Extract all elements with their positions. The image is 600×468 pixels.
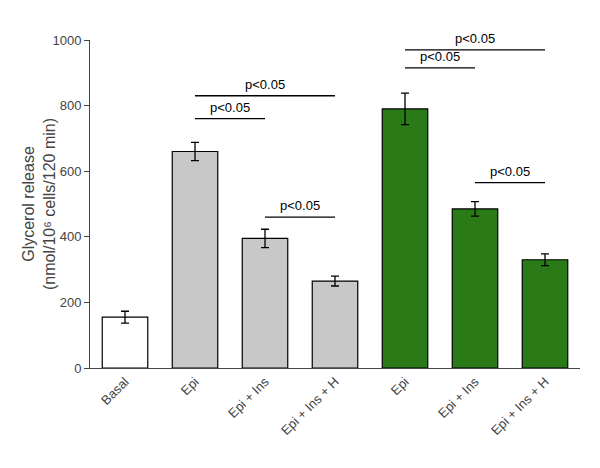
svg-text:200: 200	[60, 295, 82, 310]
svg-text:Glycerol release(nmol/10⁶ cell: Glycerol release(nmol/10⁶ cells/120 min)	[20, 118, 58, 290]
svg-text:Epi + Ins: Epi + Ins	[435, 374, 482, 421]
svg-text:p<0.05: p<0.05	[490, 164, 530, 179]
svg-text:p<0.05: p<0.05	[455, 31, 495, 46]
svg-text:p<0.05: p<0.05	[210, 100, 250, 115]
svg-text:p<0.05: p<0.05	[280, 198, 320, 213]
svg-text:600: 600	[60, 164, 82, 179]
svg-text:0: 0	[74, 361, 81, 376]
svg-text:Epi: Epi	[388, 374, 412, 398]
svg-text:p<0.05: p<0.05	[420, 49, 460, 64]
svg-text:Epi: Epi	[178, 374, 202, 398]
svg-text:Epi + Ins + H: Epi + Ins + H	[278, 374, 342, 438]
svg-text:400: 400	[60, 229, 82, 244]
svg-text:Epi + Ins + H: Epi + Ins + H	[488, 374, 552, 438]
svg-text:p<0.05: p<0.05	[245, 77, 285, 92]
svg-text:Basal: Basal	[98, 374, 132, 408]
svg-text:800: 800	[60, 98, 82, 113]
svg-text:Epi + Ins: Epi + Ins	[225, 374, 272, 421]
svg-text:1000: 1000	[52, 33, 81, 48]
